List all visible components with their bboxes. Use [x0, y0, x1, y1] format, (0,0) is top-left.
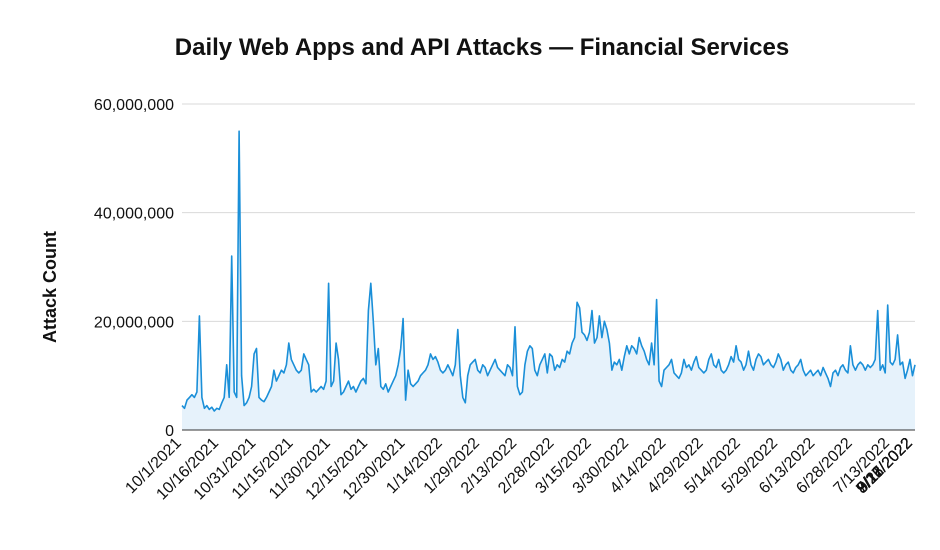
- chart-title: Daily Web Apps and API Attacks — Financi…: [174, 34, 790, 61]
- y-tick-label: 60,000,000: [94, 97, 174, 114]
- series-area-fill: [182, 131, 915, 430]
- y-tick-label: 40,000,000: [94, 206, 174, 223]
- gridlines: [182, 103, 915, 322]
- y-tick-label: 0: [165, 423, 174, 440]
- y-tick-label: 20,000,000: [94, 314, 174, 331]
- y-axis-ticks: 0 20,000,000 40,000,000 60,000,000: [94, 97, 174, 440]
- x-axis-ticks: 10/1/202110/16/202110/31/202111/15/20211…: [122, 435, 915, 504]
- series-line: [181, 130, 916, 412]
- y-axis-title: Attack Count: [40, 231, 60, 343]
